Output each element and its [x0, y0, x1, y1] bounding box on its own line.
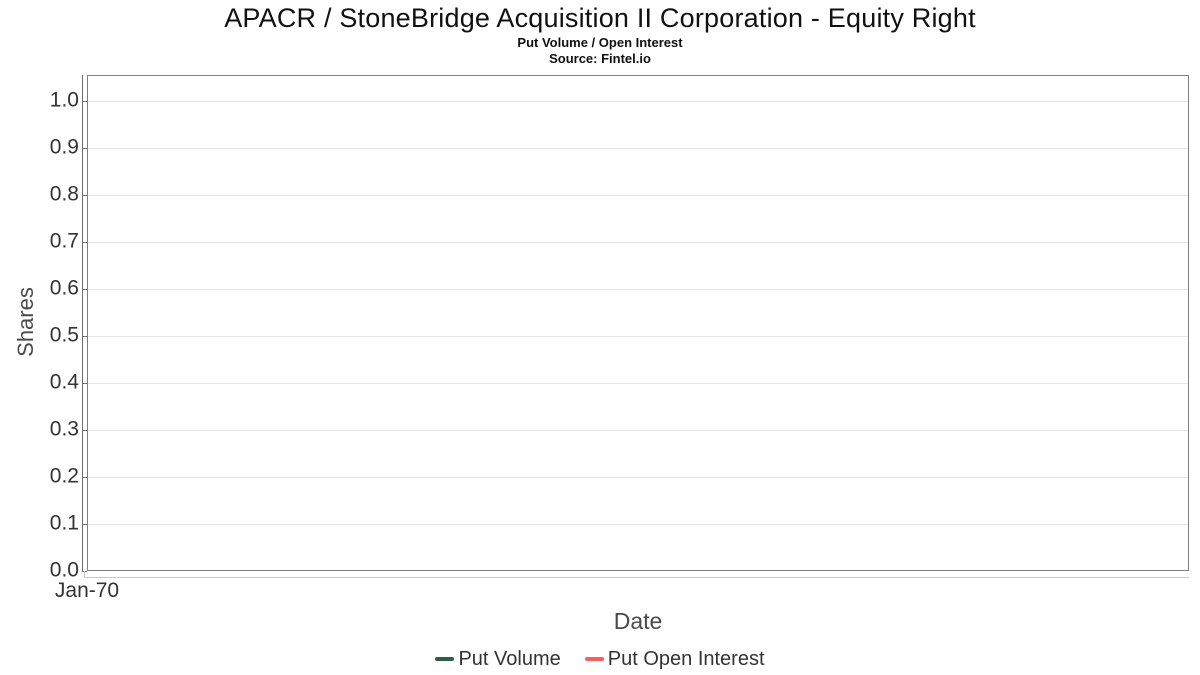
y-axis-line: [82, 75, 83, 572]
x-tick-label: Jan-70: [54, 579, 120, 602]
y-tick-label: 0.0: [49, 558, 79, 582]
legend-label: Put Volume: [458, 647, 561, 670]
y-tick-label: 0.5: [49, 323, 79, 347]
gridline: [88, 289, 1188, 290]
y-tick-label: 0.4: [49, 370, 79, 394]
gridline: [88, 524, 1188, 525]
gridline: [88, 383, 1188, 384]
y-axis-tick: [82, 242, 87, 243]
y-tick-label: 1.0: [49, 88, 79, 112]
gridline: [88, 336, 1188, 337]
y-tick-label: 0.2: [49, 464, 79, 488]
y-axis-tick: [82, 524, 87, 525]
y-tick-label: 0.7: [49, 229, 79, 253]
plot-area: [87, 75, 1189, 571]
x-axis-title: Date: [613, 608, 663, 634]
gridline: [88, 477, 1188, 478]
gridline: [88, 148, 1188, 149]
y-tick-label: 0.8: [49, 182, 79, 206]
chart-source: Source: Fintel.io: [549, 51, 651, 66]
y-tick-label: 0.6: [49, 276, 79, 300]
gridline: [88, 242, 1188, 243]
legend: Put Volume Put Open Interest: [0, 645, 1200, 673]
legend-item-put-volume[interactable]: Put Volume: [435, 647, 561, 671]
gridline: [88, 195, 1188, 196]
y-tick-label: 0.9: [49, 135, 79, 159]
x-axis-line: [84, 577, 1189, 578]
y-axis-tick: [82, 195, 87, 196]
y-tick-label: 0.3: [49, 417, 79, 441]
gridline: [88, 430, 1188, 431]
y-axis-tick: [82, 101, 87, 102]
chart-subtitle: Put Volume / Open Interest: [517, 35, 683, 50]
legend-item-put-open-interest[interactable]: Put Open Interest: [584, 647, 765, 671]
put-open-interest-line-marker: [584, 657, 604, 661]
y-axis-tick: [82, 336, 87, 337]
y-axis-tick: [82, 148, 87, 149]
chart-title: APACR / StoneBridge Acquisition II Corpo…: [224, 3, 976, 33]
legend-label: Put Open Interest: [607, 647, 765, 670]
y-axis-tick: [82, 430, 87, 431]
y-axis-tick: [82, 383, 87, 384]
put-volume-line-marker: [435, 657, 455, 661]
y-tick-label: 0.1: [49, 511, 79, 535]
x-axis-tick: [84, 571, 85, 577]
gridline: [88, 101, 1188, 102]
y-axis-tick: [82, 477, 87, 478]
y-axis-tick: [82, 289, 87, 290]
y-axis-title: Shares: [13, 287, 38, 357]
